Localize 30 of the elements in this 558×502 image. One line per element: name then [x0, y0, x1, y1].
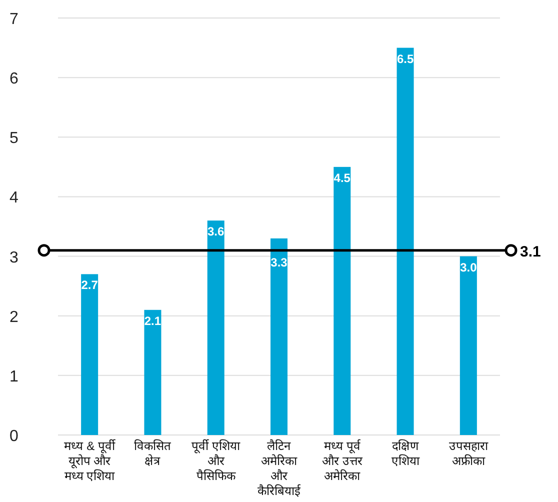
bar	[144, 310, 162, 435]
x-tick-label: मध्य & पूर्वी यूरोप और मध्य एशिया	[64, 439, 116, 483]
bar	[81, 274, 98, 435]
y-tick-label: 2	[10, 308, 19, 326]
y-tick-label: 7	[10, 11, 19, 28]
data-label: 2.7	[81, 278, 98, 292]
bar	[396, 48, 414, 435]
ref-line-label: 3.1	[520, 243, 541, 260]
data-label: 3.0	[460, 260, 478, 274]
bar	[207, 220, 224, 435]
y-tick-label: 1	[10, 368, 19, 386]
x-tick-label: विकसित क्षेत्र	[134, 439, 172, 468]
data-label: 6.5	[396, 52, 414, 66]
bar	[270, 238, 288, 435]
y-tick-label: 3	[10, 249, 19, 266]
data-label: 4.5	[334, 170, 351, 185]
x-tick-label: उपसहारा अफ्रीका	[448, 439, 489, 468]
x-tick-label: मध्य पूर्व और उत्तर अमेरिका	[322, 439, 364, 483]
x-tick-label: दक्षिण एशिया	[391, 439, 420, 468]
data-label: 3.6	[208, 224, 225, 239]
y-tick-label: 0	[10, 428, 19, 445]
y-tick-label: 5	[10, 130, 19, 148]
data-label: 2.1	[144, 314, 162, 328]
x-tick-label: पूर्वी एशिया और पैसिफिक	[192, 439, 242, 483]
x-tick-label: लैटिन अमेरिका और कैरिबियाई	[258, 439, 302, 498]
bar	[460, 256, 477, 435]
y-tick-label: 6	[10, 70, 19, 88]
y-tick-label: 4	[10, 190, 19, 207]
data-label: 3.3	[270, 255, 288, 270]
bar	[334, 166, 351, 435]
